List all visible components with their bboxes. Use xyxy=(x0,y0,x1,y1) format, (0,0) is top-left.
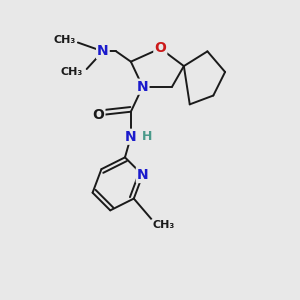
Text: CH₃: CH₃ xyxy=(53,34,76,45)
Text: H: H xyxy=(142,130,152,143)
Text: O: O xyxy=(154,41,166,56)
Text: CH₃: CH₃ xyxy=(152,220,174,230)
Text: N: N xyxy=(137,168,148,182)
Text: N: N xyxy=(137,80,148,94)
Text: N: N xyxy=(97,44,109,58)
Text: N: N xyxy=(125,130,137,144)
Text: CH₃: CH₃ xyxy=(61,67,83,77)
Text: O: O xyxy=(92,108,104,122)
